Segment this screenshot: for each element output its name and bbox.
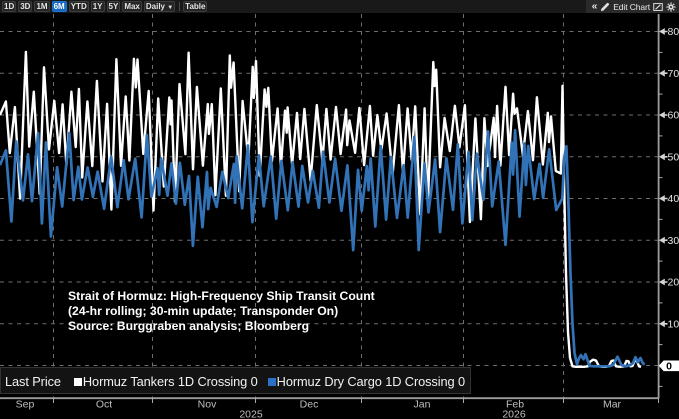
svg-text:40: 40 (668, 193, 679, 205)
svg-text:0: 0 (666, 361, 672, 373)
svg-text:80: 80 (668, 26, 679, 38)
svg-text:50: 50 (668, 151, 679, 163)
svg-text:2025: 2025 (239, 409, 263, 419)
svg-text:30: 30 (668, 235, 679, 247)
svg-text:Strait of Hormuz: High-Frequen: Strait of Hormuz: High-Frequency Ship Tr… (68, 289, 375, 303)
svg-text:70: 70 (668, 68, 679, 80)
svg-text:Sep: Sep (16, 399, 35, 411)
svg-text:(24-hr rolling; 30-min update;: (24-hr rolling; 30-min update; Transpond… (68, 304, 338, 318)
svg-text:60: 60 (668, 110, 679, 122)
svg-text:Jan: Jan (414, 399, 431, 411)
svg-text:20: 20 (668, 277, 679, 289)
svg-text:Dec: Dec (300, 399, 319, 411)
svg-text:Feb: Feb (506, 399, 524, 411)
svg-text:Mar: Mar (603, 399, 622, 411)
svg-text:Oct: Oct (96, 399, 112, 411)
svg-text:10: 10 (668, 318, 679, 330)
svg-text:Source: Burggraben analysis; B: Source: Burggraben analysis; Bloomberg (68, 319, 309, 333)
svg-text:Nov: Nov (198, 399, 217, 411)
svg-text:2026: 2026 (502, 409, 526, 419)
